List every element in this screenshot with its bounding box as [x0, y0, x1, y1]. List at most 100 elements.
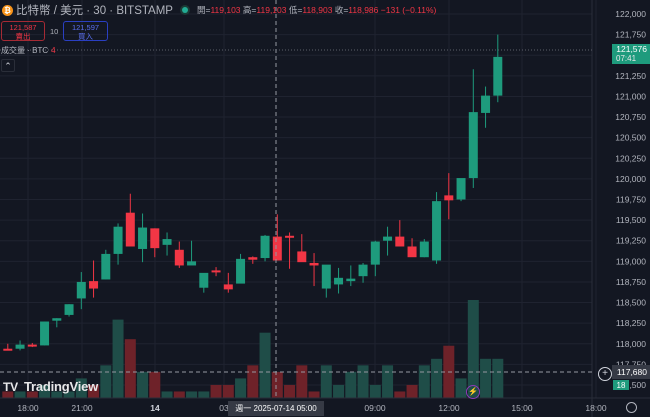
tradingview-logo-icon: TV [3, 379, 18, 394]
volume-bar [284, 384, 296, 398]
candle-body[interactable] [138, 227, 148, 249]
sell-button[interactable]: 121,587 賣出 [1, 21, 45, 41]
price-tick: 120,500 [615, 133, 646, 143]
candle-body[interactable] [125, 212, 135, 247]
volume-bar [124, 339, 136, 398]
volume-bar [63, 391, 75, 398]
volume-bar [210, 384, 222, 398]
candle-body[interactable] [370, 241, 380, 265]
candle-body[interactable] [481, 95, 491, 113]
volume-bar [198, 391, 210, 398]
price-tick: 122,000 [615, 9, 646, 19]
tradingview-logo[interactable]: TV TradingView [3, 379, 98, 394]
candle-body[interactable] [334, 277, 344, 285]
candle-body[interactable] [383, 236, 393, 241]
candle-body[interactable] [76, 281, 86, 299]
price-tick: 119,000 [616, 256, 646, 266]
candle-body[interactable] [456, 178, 466, 200]
candle-body[interactable] [113, 226, 123, 254]
sell-price: 121,587 [9, 23, 37, 32]
volume-bar [394, 391, 406, 398]
volume-bar [26, 391, 38, 398]
candle-body[interactable] [468, 112, 478, 179]
candle-body[interactable] [358, 264, 368, 277]
candle-body[interactable] [162, 239, 172, 245]
candle-body[interactable] [407, 246, 417, 258]
candle-body[interactable] [211, 270, 221, 273]
candle-body[interactable] [27, 344, 37, 347]
buy-price: 121,597 [71, 23, 100, 32]
add-alert-plus-icon[interactable]: + [598, 367, 612, 381]
chevron-up-icon[interactable]: ⌃ [1, 59, 15, 72]
candle-body[interactable] [89, 281, 99, 289]
price-tick: 121,250 [615, 71, 646, 81]
candle-body[interactable] [199, 272, 209, 288]
gear-icon[interactable] [626, 402, 637, 413]
volume-bar [431, 358, 443, 398]
candle-body[interactable] [260, 235, 270, 259]
buy-button[interactable]: 121,597 買入 [63, 21, 108, 41]
volume-bar [100, 365, 112, 398]
price-tick: 121,000 [615, 91, 646, 101]
crosshair-time: 週一 2025-07-14 05:00 [235, 404, 317, 413]
volume-bar [333, 384, 345, 398]
price-tick: 119,250 [616, 236, 646, 246]
volume-legend[interactable]: 成交量 · BTC 4 [1, 45, 56, 56]
volume-bar [345, 371, 357, 398]
candle-body[interactable] [52, 318, 62, 321]
crosshair-price-badge [612, 365, 650, 379]
candle-body[interactable] [285, 235, 295, 238]
price-tick: 119,750 [616, 195, 646, 205]
sell-label: 賣出 [15, 32, 31, 41]
volume-bar [88, 384, 100, 398]
volume-bar [492, 358, 504, 398]
candle-body[interactable] [321, 264, 331, 289]
volume-bar [149, 371, 161, 398]
candle-body[interactable] [248, 257, 258, 260]
spread-value: 10 [50, 27, 59, 36]
candle-body[interactable] [40, 321, 50, 346]
volume-bar [369, 384, 381, 398]
volume-bar [186, 391, 198, 398]
candle-body[interactable] [15, 344, 25, 349]
volume-bar [357, 365, 369, 398]
volume-bar [308, 391, 320, 398]
chart-header: ₿ 比特幣 / 美元 · 30 · BITSTAMP 開=119,103 高=1… [0, 0, 436, 20]
candle-body[interactable] [3, 348, 13, 351]
time-tick: 15:00 [511, 403, 533, 413]
price-tick: 120,750 [615, 112, 646, 122]
time-tick: 21:00 [71, 403, 93, 413]
price-tick: 120,000 [615, 174, 646, 184]
candle-body[interactable] [174, 249, 184, 266]
candle-body[interactable] [493, 56, 503, 96]
candle-body[interactable] [346, 278, 356, 282]
volume-bar [271, 371, 283, 398]
candle-body[interactable] [432, 201, 442, 261]
volume-bar [455, 378, 467, 398]
volume-bar [320, 365, 332, 398]
market-status-icon [181, 7, 188, 13]
candle-body[interactable] [297, 251, 307, 263]
volume-bar [235, 378, 247, 398]
volume-bar [137, 371, 149, 398]
candle-body[interactable] [236, 258, 246, 284]
candle-body[interactable] [444, 195, 454, 201]
volume-badge-value: 18 [617, 381, 626, 390]
symbol-title[interactable]: 比特幣 / 美元 · 30 · BITSTAMP [16, 5, 173, 17]
candle-body[interactable] [395, 236, 405, 247]
candle-body[interactable] [101, 253, 111, 280]
candle-body[interactable] [272, 236, 282, 261]
lightning-icon[interactable]: ⚡ [466, 385, 480, 399]
volume-bar [259, 332, 271, 398]
volume-bar [2, 391, 14, 398]
candle-body[interactable] [419, 241, 429, 258]
candle-body[interactable] [64, 304, 74, 315]
candle-body[interactable] [309, 262, 319, 266]
volume-bar [222, 384, 234, 398]
bitcoin-icon: ₿ [2, 4, 13, 16]
candle-body[interactable] [150, 228, 160, 249]
candle-body[interactable] [187, 261, 197, 266]
candle-body[interactable] [223, 284, 233, 290]
volume-label: 成交量 · BTC [1, 46, 49, 55]
